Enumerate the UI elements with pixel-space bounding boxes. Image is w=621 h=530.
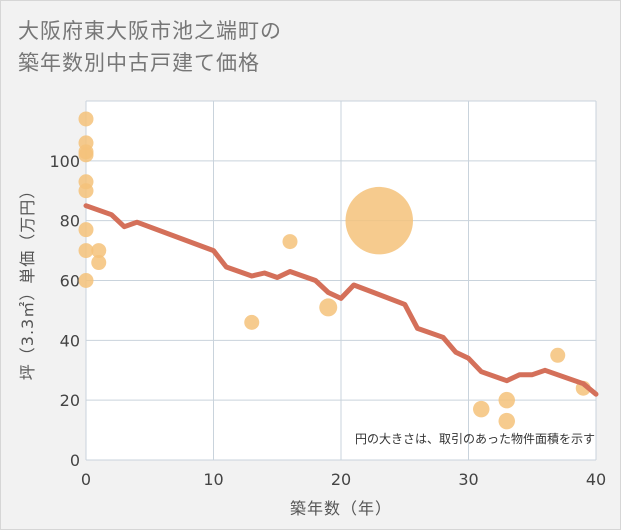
data-point bbox=[78, 273, 94, 288]
x-tick-label: 20 bbox=[331, 470, 351, 489]
y-tick-label: 0 bbox=[70, 451, 80, 470]
data-point bbox=[498, 391, 515, 409]
data-point bbox=[550, 347, 566, 363]
trend-line bbox=[83, 203, 599, 397]
chart-title: 大阪府東大阪市池之端町の 築年数別中古戸建て価格 bbox=[18, 15, 282, 79]
data-point bbox=[78, 111, 94, 127]
y-tick-label: 20 bbox=[60, 391, 80, 410]
data-point bbox=[78, 183, 94, 199]
data-point bbox=[345, 186, 413, 255]
data-point bbox=[473, 400, 490, 418]
data-point bbox=[78, 243, 94, 259]
chart-title-line1: 大阪府東大阪市池之端町の bbox=[18, 19, 282, 43]
y-tick-label: 80 bbox=[60, 212, 80, 231]
data-point bbox=[78, 222, 94, 238]
y-tick-label: 60 bbox=[60, 272, 80, 291]
data-point bbox=[319, 298, 338, 317]
data-points bbox=[78, 111, 591, 430]
x-tick-label: 40 bbox=[586, 470, 606, 489]
y-tick-label: 40 bbox=[60, 331, 80, 350]
x-axis-label: 築年数（年） bbox=[290, 499, 392, 518]
y-tick-labels: 0 20 40 60 80 100 bbox=[49, 152, 80, 470]
chart-title-line2: 築年数別中古戸建て価格 bbox=[18, 51, 260, 75]
size-note: 円の大きさは、取引のあった物件面積を示す bbox=[355, 431, 595, 446]
data-point bbox=[244, 314, 260, 330]
x-tick-labels: 0 10 20 30 40 bbox=[81, 470, 606, 489]
y-axis-label: 坪（3.3㎡）単価（万円） bbox=[18, 182, 37, 380]
data-point bbox=[91, 243, 107, 259]
x-tick-label: 0 bbox=[81, 470, 91, 489]
y-tick-label: 100 bbox=[49, 152, 80, 171]
x-tick-label: 10 bbox=[203, 470, 223, 489]
data-point bbox=[498, 412, 515, 430]
data-point bbox=[78, 147, 94, 163]
data-point bbox=[91, 255, 107, 271]
x-tick-label: 30 bbox=[458, 470, 478, 489]
data-point bbox=[282, 234, 298, 250]
